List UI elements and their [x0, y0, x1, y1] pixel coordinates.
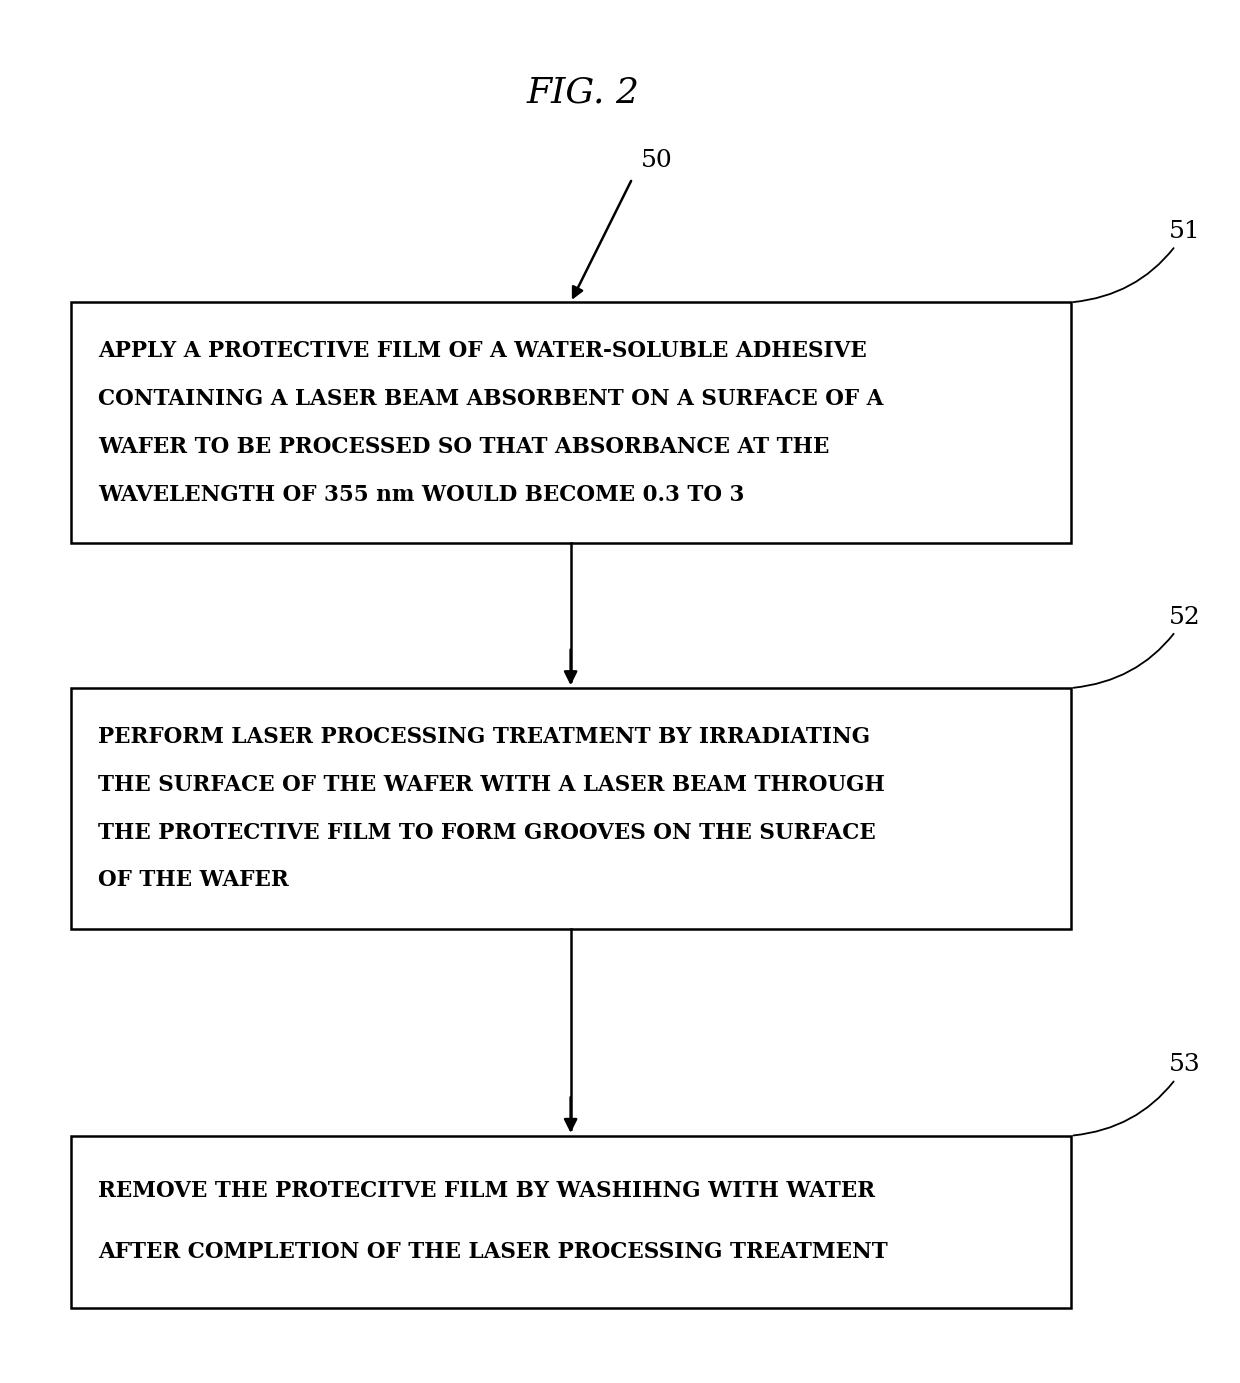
Bar: [71, 1135, 1070, 1308]
Bar: [71, 689, 1070, 929]
Text: THE PROTECTIVE FILM TO FORM GROOVES ON THE SURFACE: THE PROTECTIVE FILM TO FORM GROOVES ON T…: [98, 822, 875, 844]
Text: WAFER TO BE PROCESSED SO THAT ABSORBANCE AT THE: WAFER TO BE PROCESSED SO THAT ABSORBANCE…: [98, 436, 830, 458]
Text: APPLY A PROTECTIVE FILM OF A WATER-SOLUBLE ADHESIVE: APPLY A PROTECTIVE FILM OF A WATER-SOLUB…: [98, 340, 867, 362]
Text: THE SURFACE OF THE WAFER WITH A LASER BEAM THROUGH: THE SURFACE OF THE WAFER WITH A LASER BE…: [98, 773, 884, 795]
Text: WAVELENGTH OF 355 nm WOULD BECOME 0.3 TO 3: WAVELENGTH OF 355 nm WOULD BECOME 0.3 TO…: [98, 484, 744, 506]
Text: 51: 51: [1074, 220, 1202, 301]
Text: 52: 52: [1074, 606, 1202, 687]
Text: PERFORM LASER PROCESSING TREATMENT BY IRRADIATING: PERFORM LASER PROCESSING TREATMENT BY IR…: [98, 726, 870, 748]
Text: OF THE WAFER: OF THE WAFER: [98, 870, 289, 892]
Text: AFTER COMPLETION OF THE LASER PROCESSING TREATMENT: AFTER COMPLETION OF THE LASER PROCESSING…: [98, 1242, 888, 1264]
Text: REMOVE THE PROTECITVE FILM BY WASHIHNG WITH WATER: REMOVE THE PROTECITVE FILM BY WASHIHNG W…: [98, 1180, 875, 1202]
Text: 50: 50: [641, 148, 673, 171]
Text: 53: 53: [1074, 1054, 1202, 1135]
Text: CONTAINING A LASER BEAM ABSORBENT ON A SURFACE OF A: CONTAINING A LASER BEAM ABSORBENT ON A S…: [98, 389, 883, 409]
Text: FIG. 2: FIG. 2: [527, 75, 640, 109]
Bar: [71, 303, 1070, 544]
